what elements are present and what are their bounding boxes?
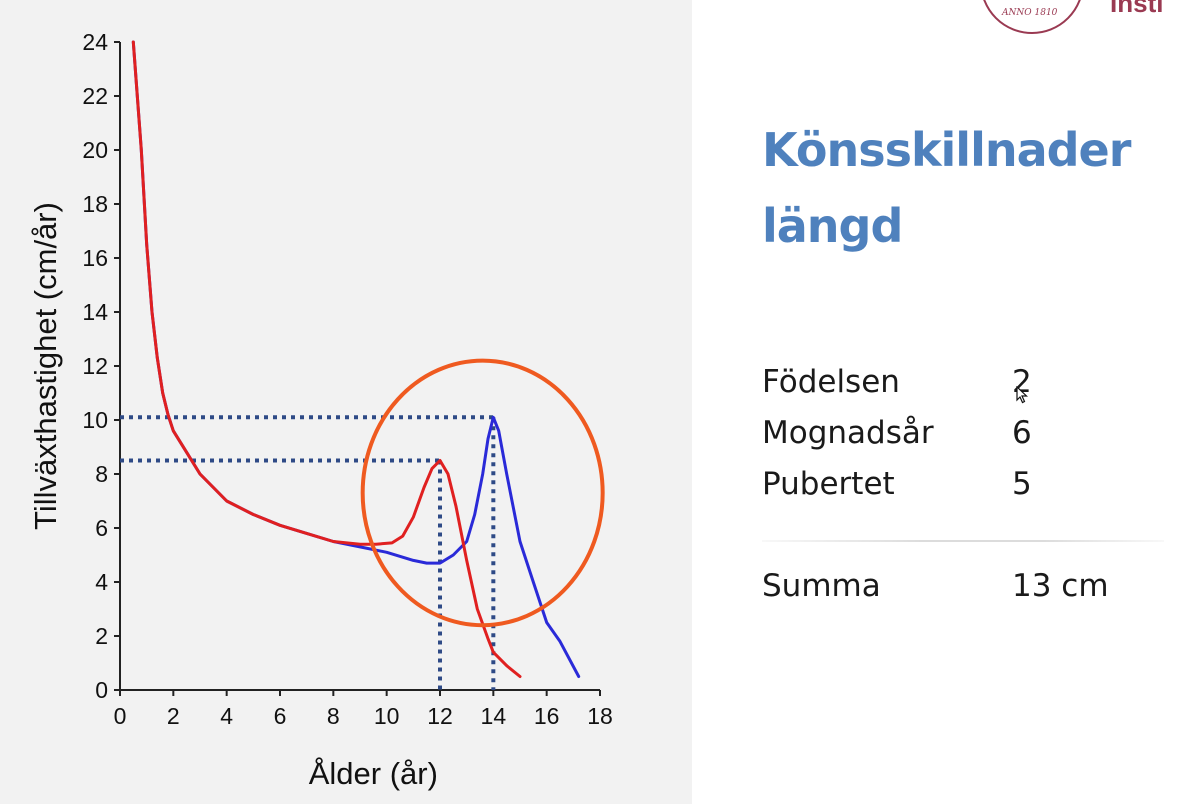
y-tick-label: 14 <box>82 299 108 325</box>
chart-panel: 0 2 4 6 8 10 12 14 16 18 20 22 24 0 2 4 6 8 10 12 14 16 18 Ålde… <box>0 0 692 804</box>
x-tick-label: 0 <box>114 703 127 729</box>
x-tick-label: 12 <box>427 703 453 729</box>
y-tick-label: 6 <box>95 515 108 541</box>
x-tick-label: 2 <box>167 703 180 729</box>
logo-seal-text: ANNO 1810 <box>1002 8 1058 18</box>
sum-label: Summa <box>762 568 881 604</box>
y-axis-label: Tillväxthastighet (cm/år) <box>28 202 63 530</box>
sum-value: 13 cm <box>1012 568 1109 604</box>
y-tick-label: 4 <box>95 569 108 595</box>
series-line-1 <box>131 40 522 678</box>
x-tick-label: 10 <box>374 703 400 729</box>
institution-logo: ANNO 1810 <box>980 0 1084 34</box>
y-tick-label: 20 <box>82 137 108 163</box>
x-tick-label: 18 <box>587 703 613 729</box>
x-tick-label: 14 <box>481 703 507 729</box>
divider-line <box>762 540 1164 542</box>
mouse-cursor-icon <box>1016 386 1028 404</box>
y-tick-label: 2 <box>95 623 108 649</box>
slide-title: Könsskillnader längd <box>762 112 1162 264</box>
slide-title-line-1: Könsskillnader <box>762 123 1131 177</box>
series-line-0 <box>131 40 581 678</box>
y-tick-label: 10 <box>82 407 108 433</box>
x-axis-label: Ålder (år) <box>309 756 438 791</box>
y-tick-label: 8 <box>95 461 108 487</box>
stats-value: 5 <box>1012 466 1032 502</box>
y-tick-label: 12 <box>82 353 108 379</box>
y-tick-label: 18 <box>82 191 108 217</box>
slide-title-line-2: längd <box>762 199 903 253</box>
stats-label: Mognadsår <box>762 415 934 451</box>
x-tick-label: 16 <box>534 703 560 729</box>
stats-value: 6 <box>1012 415 1032 451</box>
stats-label: Pubertet <box>762 466 895 502</box>
x-tick-label: 6 <box>274 703 287 729</box>
stats-label: Födelsen <box>762 364 900 400</box>
logo-wordmark: Insti <box>1110 0 1164 18</box>
x-tick-label: 4 <box>220 703 233 729</box>
y-tick-label: 0 <box>95 677 108 703</box>
y-tick-label: 16 <box>82 245 108 271</box>
y-tick-label: 24 <box>82 29 108 55</box>
slide-text-area: ANNO 1810 Insti Könsskillnader längd Föd… <box>692 0 1178 804</box>
highlight-circle <box>360 358 605 628</box>
y-tick-label: 22 <box>82 83 108 109</box>
x-tick-label: 8 <box>327 703 340 729</box>
